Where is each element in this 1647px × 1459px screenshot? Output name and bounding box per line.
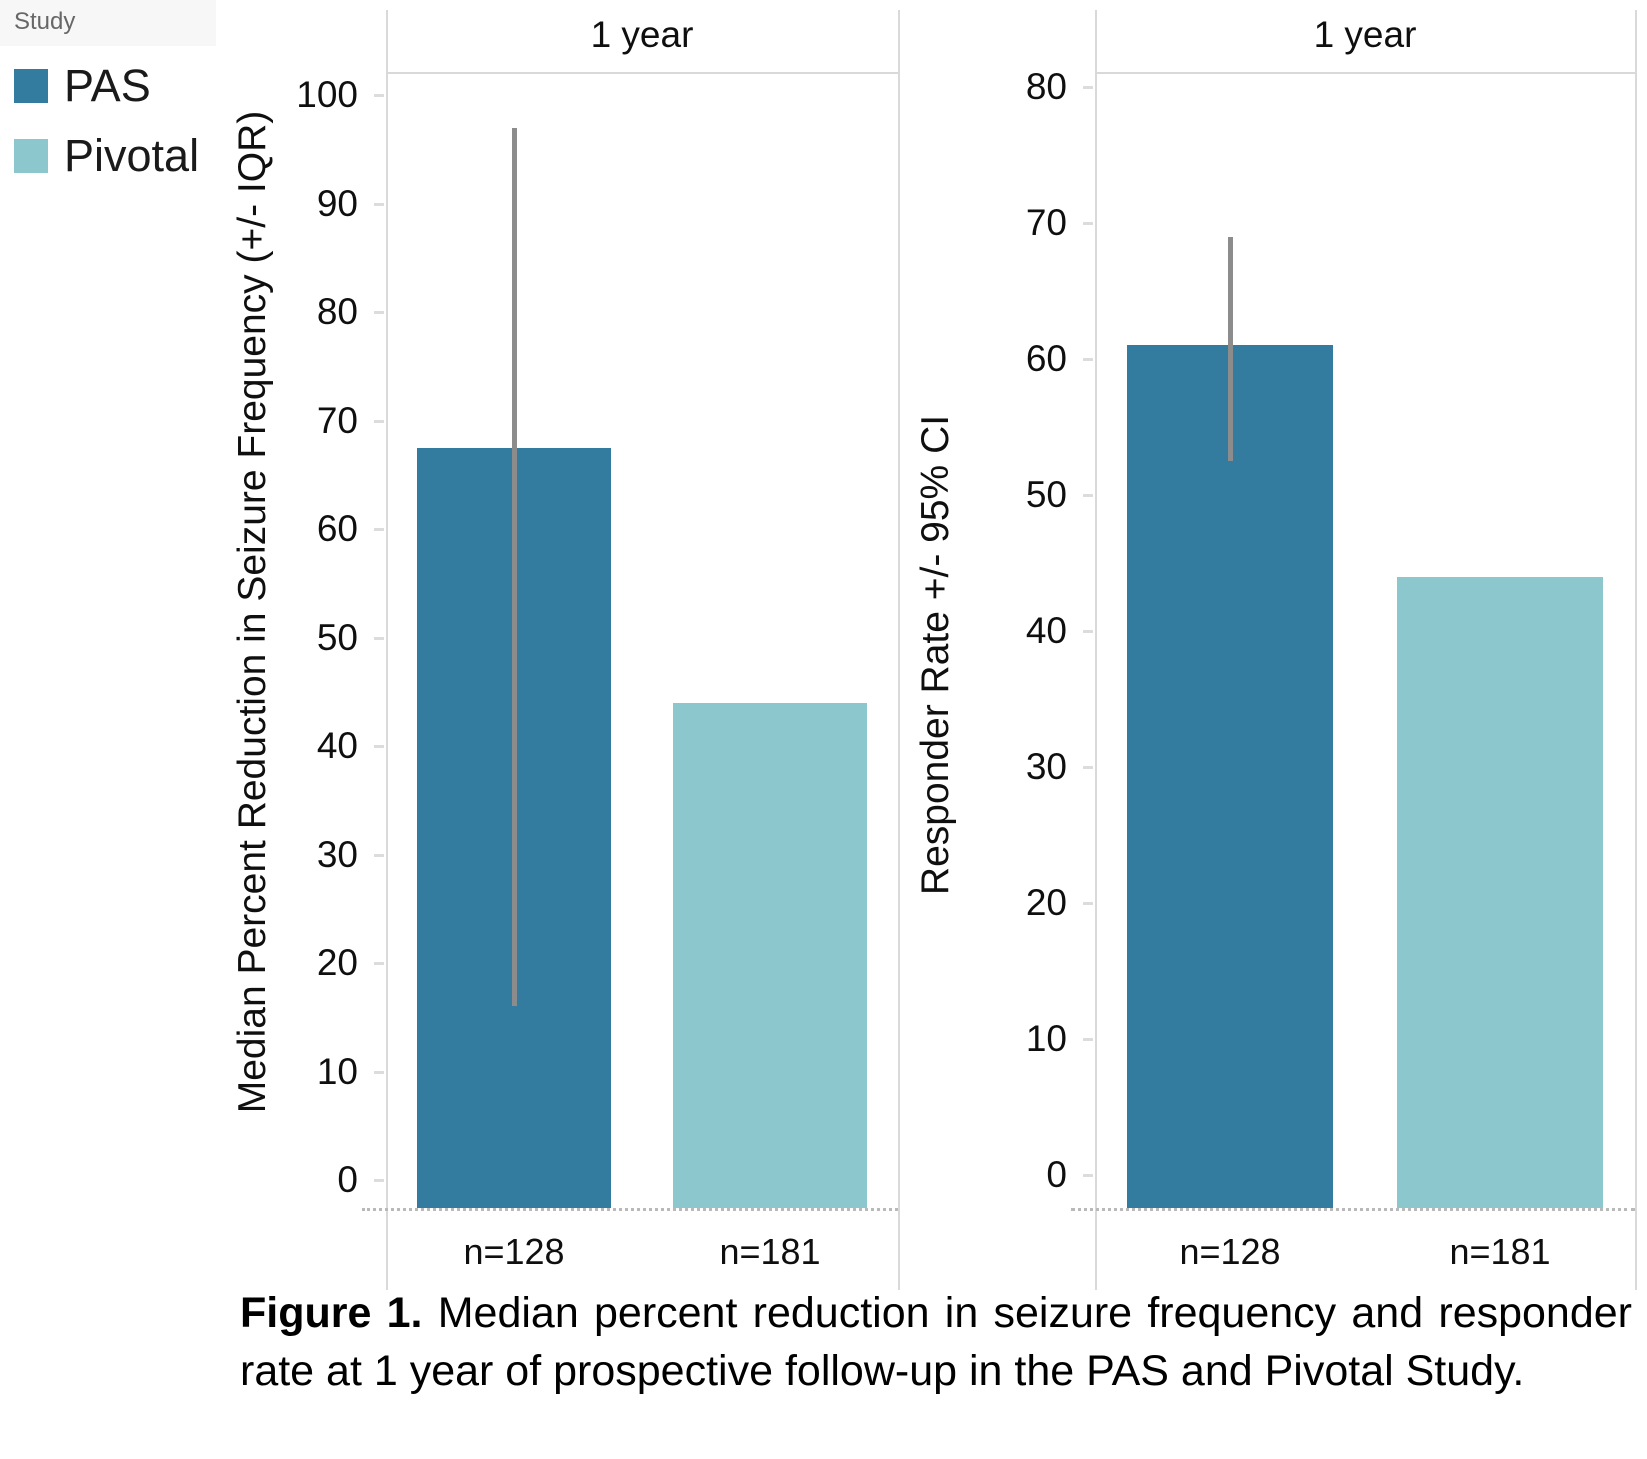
y-tick-mark xyxy=(374,636,384,640)
y-tick-mark xyxy=(1083,358,1093,361)
x-category-label: n=128 xyxy=(463,1231,565,1272)
bar-pivotal xyxy=(672,702,868,1208)
x-axis-baseline xyxy=(1071,1208,1635,1211)
x-axis-baseline xyxy=(362,1208,898,1211)
panel-right-border xyxy=(898,10,900,1290)
figure-caption-label: Figure 1. xyxy=(240,1289,423,1337)
y-tick-label: 30 xyxy=(316,833,358,875)
figure-caption-text: Median percent reduction in seizure freq… xyxy=(240,1289,1632,1395)
y-axis-title: Responder Rate +/- 95% CI xyxy=(914,414,957,896)
panel-title: 1 year xyxy=(1313,14,1417,55)
legend-title: Study xyxy=(14,8,76,35)
y-tick-label: 50 xyxy=(316,616,358,658)
y-tick-mark xyxy=(374,202,384,206)
y-tick-mark xyxy=(374,1070,384,1074)
y-tick-label: 80 xyxy=(316,291,358,332)
y-tick-label: 80 xyxy=(1025,66,1067,107)
error-bar-pas xyxy=(1227,236,1233,461)
y-tick-mark xyxy=(374,745,384,748)
x-category-label: n=181 xyxy=(719,1231,821,1272)
y-tick-mark xyxy=(1083,902,1093,905)
y-tick-mark xyxy=(1083,630,1093,633)
figure-caption: Figure 1. Median percent reduction in se… xyxy=(240,1284,1632,1400)
bar-pivotal xyxy=(1397,576,1603,1208)
pas-color-swatch-icon xyxy=(14,69,48,103)
panel-right-border xyxy=(1635,10,1637,1290)
y-tick-label: 30 xyxy=(1025,746,1067,787)
y-tick-mark xyxy=(374,419,384,423)
y-tick-mark xyxy=(374,1179,384,1182)
x-category-label: n=181 xyxy=(1449,1231,1551,1272)
legend-item-label: PAS xyxy=(64,60,151,111)
y-tick-mark xyxy=(1083,86,1093,89)
y-tick-mark xyxy=(374,94,384,97)
y-axis-line xyxy=(386,10,388,1290)
error-bar-pas xyxy=(511,127,517,1007)
bar-pas xyxy=(1127,345,1333,1208)
y-tick-label: 10 xyxy=(1025,1018,1067,1059)
y-tick-label: 50 xyxy=(1025,474,1067,515)
y-tick-mark xyxy=(1083,1038,1093,1041)
y-tick-label: 0 xyxy=(337,1159,358,1200)
panel-top-border xyxy=(1095,72,1635,74)
y-tick-mark xyxy=(374,311,384,314)
y-tick-mark xyxy=(374,528,384,531)
y-tick-label: 70 xyxy=(1025,202,1067,243)
y-tick-mark xyxy=(374,962,384,965)
y-tick-mark xyxy=(1083,222,1093,225)
y-tick-mark xyxy=(1083,1174,1093,1177)
y-tick-mark xyxy=(374,853,384,857)
y-tick-label: 40 xyxy=(1025,610,1067,651)
y-tick-label: 60 xyxy=(316,508,358,549)
y-tick-label: 60 xyxy=(1025,338,1067,379)
y-tick-label: 90 xyxy=(316,182,358,224)
legend-header-strip xyxy=(0,0,216,46)
y-tick-label: 20 xyxy=(316,942,358,983)
y-axis-line xyxy=(1095,10,1097,1290)
pivotal-color-swatch-icon xyxy=(14,139,48,173)
panel-title: 1 year xyxy=(590,14,694,55)
y-axis-title: Median Percent Reduction in Seizure Freq… xyxy=(231,110,274,1114)
panel-top-border xyxy=(386,72,898,74)
y-tick-label: 10 xyxy=(316,1050,358,1092)
y-tick-label: 70 xyxy=(316,399,358,441)
y-tick-label: 100 xyxy=(296,74,358,115)
x-category-label: n=128 xyxy=(1179,1231,1281,1272)
y-tick-label: 0 xyxy=(1046,1154,1067,1195)
y-tick-mark xyxy=(1083,494,1093,497)
legend-item-label: Pivotal xyxy=(64,130,200,181)
y-tick-label: 20 xyxy=(1025,882,1067,923)
y-tick-mark xyxy=(1083,766,1093,769)
y-tick-label: 40 xyxy=(316,725,358,766)
